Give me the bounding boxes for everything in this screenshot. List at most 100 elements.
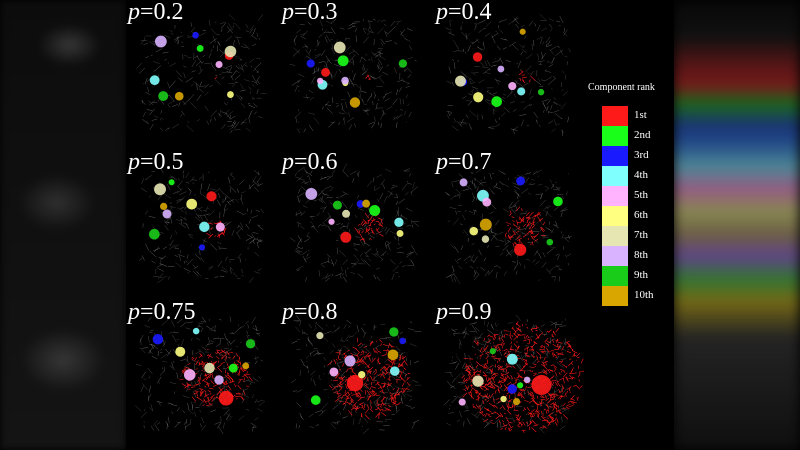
edge	[303, 238, 310, 243]
edge	[545, 69, 547, 72]
edge	[568, 48, 571, 53]
component-edge	[517, 415, 522, 421]
edge	[136, 62, 143, 69]
edge	[515, 362, 522, 370]
edge	[395, 386, 403, 390]
edge	[230, 75, 234, 81]
component-edge	[544, 342, 550, 346]
component-edge	[540, 394, 545, 398]
edge	[367, 26, 371, 32]
component-edge	[555, 382, 558, 387]
edge	[196, 94, 202, 101]
component-node	[472, 52, 483, 62]
edge	[243, 388, 249, 391]
edge	[189, 189, 192, 192]
edge	[494, 77, 500, 85]
component-edge	[375, 228, 379, 233]
edge	[289, 64, 296, 66]
legend-swatch	[602, 166, 628, 186]
component-edge	[350, 352, 353, 354]
edge	[319, 409, 326, 417]
component-node	[162, 209, 172, 219]
edge	[172, 191, 179, 195]
edge	[212, 337, 220, 340]
edge	[303, 331, 306, 334]
edge	[176, 318, 183, 324]
edge	[176, 407, 180, 412]
edge	[463, 332, 467, 339]
edge	[323, 357, 327, 361]
edge	[512, 182, 520, 186]
edge	[452, 58, 454, 62]
edge	[500, 97, 505, 102]
component-edge	[230, 351, 234, 354]
edge	[224, 193, 232, 200]
edge	[171, 404, 178, 406]
edge	[332, 359, 338, 363]
edge	[392, 98, 398, 105]
edge	[349, 77, 352, 82]
edge	[533, 170, 538, 175]
edge	[477, 332, 483, 340]
edge	[324, 274, 331, 280]
edge	[411, 422, 416, 430]
edge	[448, 412, 454, 414]
edge	[257, 224, 261, 227]
edge	[452, 39, 457, 45]
edge	[161, 255, 167, 260]
component-edge	[492, 375, 496, 380]
component-edge	[542, 419, 547, 422]
edge	[525, 413, 528, 415]
edge	[180, 31, 183, 33]
component-edge	[227, 385, 232, 391]
edge	[384, 226, 388, 232]
edge	[337, 121, 341, 125]
edge	[326, 107, 333, 114]
component-edge	[360, 350, 364, 354]
component-edge	[506, 403, 509, 409]
edge	[200, 81, 202, 86]
component-edge	[499, 385, 502, 389]
component-node	[160, 202, 168, 211]
edge	[347, 91, 351, 98]
edge	[463, 255, 471, 261]
component-edge	[224, 382, 229, 386]
component-edge	[203, 400, 205, 403]
edge	[170, 175, 177, 181]
edge	[208, 266, 213, 268]
edge	[340, 337, 343, 342]
edge	[452, 180, 460, 183]
component-node	[517, 382, 524, 389]
component-edge	[551, 351, 554, 356]
component-edge	[391, 362, 394, 368]
component-edge	[505, 416, 508, 420]
edge	[516, 63, 519, 65]
component-edge	[526, 406, 531, 411]
edge	[361, 349, 367, 354]
edge	[550, 246, 556, 249]
edge	[404, 374, 407, 379]
edge	[487, 228, 493, 234]
edge	[528, 192, 531, 196]
component-edge	[532, 412, 536, 417]
edge	[180, 321, 187, 328]
edge	[516, 404, 518, 406]
component-node	[519, 28, 526, 35]
edge	[210, 62, 214, 68]
component-edge	[530, 391, 533, 394]
edge	[180, 113, 183, 118]
component-edge	[546, 330, 550, 333]
edge	[296, 128, 301, 133]
component-edge	[507, 402, 510, 407]
component-edge	[382, 403, 387, 406]
edge	[343, 324, 347, 329]
component-node	[316, 77, 324, 85]
edge	[344, 334, 350, 341]
edge	[486, 372, 493, 374]
component-edge	[499, 412, 504, 418]
edge	[256, 332, 261, 334]
component-edge	[550, 417, 555, 423]
edge	[301, 250, 308, 256]
component-edge	[521, 208, 523, 211]
edge	[144, 210, 149, 215]
